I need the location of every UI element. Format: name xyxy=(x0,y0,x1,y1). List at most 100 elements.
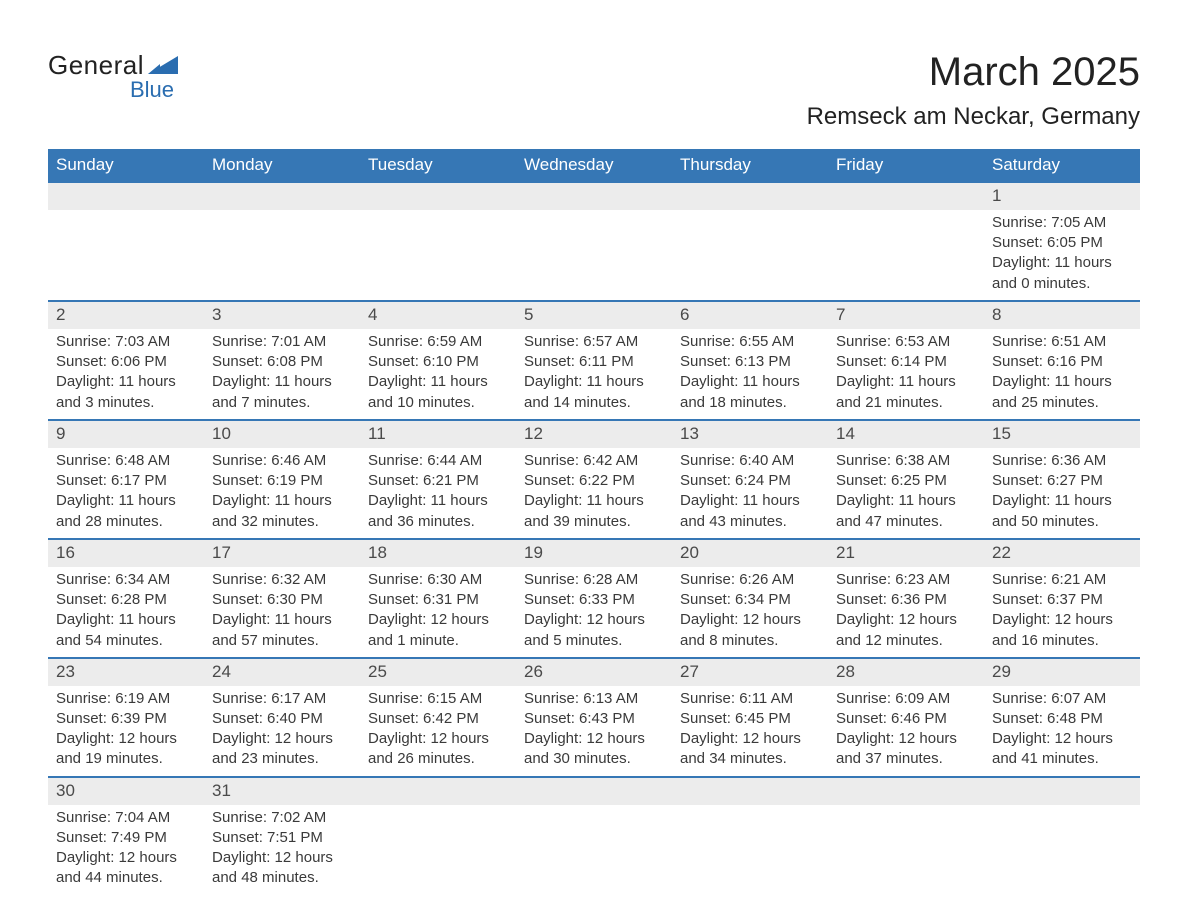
daylight-line: and 34 minutes. xyxy=(680,749,820,769)
daylight-line: Daylight: 12 hours xyxy=(56,729,196,749)
sunset-line: Sunset: 6:24 PM xyxy=(680,471,820,491)
day-details-cell: Sunrise: 6:19 AMSunset: 6:39 PMDaylight:… xyxy=(48,686,204,777)
sunrise-line: Sunrise: 6:36 AM xyxy=(992,451,1132,471)
sunset-line: Sunset: 6:45 PM xyxy=(680,709,820,729)
day-details-cell: Sunrise: 7:01 AMSunset: 6:08 PMDaylight:… xyxy=(204,329,360,420)
day-number-cell xyxy=(360,182,516,210)
daylight-line: and 0 minutes. xyxy=(992,274,1132,294)
day-number-cell: 17 xyxy=(204,539,360,567)
day-number: 14 xyxy=(828,421,984,448)
day-number-cell: 1 xyxy=(984,182,1140,210)
logo-text-blue: Blue xyxy=(130,77,174,103)
day-details-cell: Sunrise: 6:23 AMSunset: 6:36 PMDaylight:… xyxy=(828,567,984,658)
day-details-cell: Sunrise: 7:05 AMSunset: 6:05 PMDaylight:… xyxy=(984,210,1140,301)
weekday-header: Tuesday xyxy=(360,149,516,182)
daylight-line: Daylight: 11 hours xyxy=(836,491,976,511)
sunset-line: Sunset: 6:28 PM xyxy=(56,590,196,610)
day-details-cell: Sunrise: 7:02 AMSunset: 7:51 PMDaylight:… xyxy=(204,805,360,895)
day-number: 5 xyxy=(516,302,672,329)
day-number-cell: 29 xyxy=(984,658,1140,686)
daylight-line: and 36 minutes. xyxy=(368,512,508,532)
sunset-line: Sunset: 6:11 PM xyxy=(524,352,664,372)
day-details-cell xyxy=(828,210,984,301)
daynum-row: 16171819202122 xyxy=(48,539,1140,567)
sunrise-line: Sunrise: 6:48 AM xyxy=(56,451,196,471)
day-number: 29 xyxy=(984,659,1140,686)
daylight-line: Daylight: 12 hours xyxy=(368,729,508,749)
day-details-cell: Sunrise: 6:46 AMSunset: 6:19 PMDaylight:… xyxy=(204,448,360,539)
day-number: 18 xyxy=(360,540,516,567)
sunset-line: Sunset: 6:37 PM xyxy=(992,590,1132,610)
daylight-line: and 19 minutes. xyxy=(56,749,196,769)
day-number-cell: 10 xyxy=(204,420,360,448)
daylight-line: and 41 minutes. xyxy=(992,749,1132,769)
sunset-line: Sunset: 6:13 PM xyxy=(680,352,820,372)
day-number-cell: 24 xyxy=(204,658,360,686)
sunrise-line: Sunrise: 6:55 AM xyxy=(680,332,820,352)
day-number-cell: 31 xyxy=(204,777,360,805)
day-number-cell: 9 xyxy=(48,420,204,448)
day-number-cell: 21 xyxy=(828,539,984,567)
day-number-cell: 23 xyxy=(48,658,204,686)
day-number-cell: 4 xyxy=(360,301,516,329)
daylight-line: and 8 minutes. xyxy=(680,631,820,651)
month-title: March 2025 xyxy=(807,50,1140,95)
details-row: Sunrise: 7:04 AMSunset: 7:49 PMDaylight:… xyxy=(48,805,1140,895)
daylight-line: and 5 minutes. xyxy=(524,631,664,651)
sunrise-line: Sunrise: 6:26 AM xyxy=(680,570,820,590)
day-details-cell xyxy=(828,805,984,895)
sunset-line: Sunset: 6:30 PM xyxy=(212,590,352,610)
day-details-cell: Sunrise: 6:44 AMSunset: 6:21 PMDaylight:… xyxy=(360,448,516,539)
day-number: 9 xyxy=(48,421,204,448)
day-number-cell: 7 xyxy=(828,301,984,329)
sunset-line: Sunset: 7:51 PM xyxy=(212,828,352,848)
daylight-line: and 39 minutes. xyxy=(524,512,664,532)
day-number-cell: 30 xyxy=(48,777,204,805)
day-number: 10 xyxy=(204,421,360,448)
daylight-line: and 47 minutes. xyxy=(836,512,976,532)
day-number: 2 xyxy=(48,302,204,329)
day-number: 17 xyxy=(204,540,360,567)
daylight-line: and 30 minutes. xyxy=(524,749,664,769)
day-details-cell: Sunrise: 6:40 AMSunset: 6:24 PMDaylight:… xyxy=(672,448,828,539)
day-details-cell: Sunrise: 6:11 AMSunset: 6:45 PMDaylight:… xyxy=(672,686,828,777)
day-details-cell: Sunrise: 6:26 AMSunset: 6:34 PMDaylight:… xyxy=(672,567,828,658)
daylight-line: Daylight: 11 hours xyxy=(212,372,352,392)
day-number-cell xyxy=(204,182,360,210)
day-number-cell: 2 xyxy=(48,301,204,329)
sunrise-line: Sunrise: 7:04 AM xyxy=(56,808,196,828)
day-details-cell: Sunrise: 6:30 AMSunset: 6:31 PMDaylight:… xyxy=(360,567,516,658)
day-details-cell xyxy=(984,805,1140,895)
day-number-cell: 22 xyxy=(984,539,1140,567)
day-number: 12 xyxy=(516,421,672,448)
daylight-line: Daylight: 12 hours xyxy=(368,610,508,630)
daylight-line: Daylight: 11 hours xyxy=(992,372,1132,392)
day-details-cell: Sunrise: 6:17 AMSunset: 6:40 PMDaylight:… xyxy=(204,686,360,777)
day-number: 1 xyxy=(984,183,1140,210)
sunset-line: Sunset: 6:43 PM xyxy=(524,709,664,729)
day-number-cell xyxy=(828,182,984,210)
daylight-line: Daylight: 12 hours xyxy=(524,610,664,630)
daylight-line: and 7 minutes. xyxy=(212,393,352,413)
sunset-line: Sunset: 6:27 PM xyxy=(992,471,1132,491)
day-details-cell: Sunrise: 6:28 AMSunset: 6:33 PMDaylight:… xyxy=(516,567,672,658)
sunrise-line: Sunrise: 6:21 AM xyxy=(992,570,1132,590)
day-details-cell: Sunrise: 6:55 AMSunset: 6:13 PMDaylight:… xyxy=(672,329,828,420)
day-details-cell: Sunrise: 6:09 AMSunset: 6:46 PMDaylight:… xyxy=(828,686,984,777)
sunrise-line: Sunrise: 6:28 AM xyxy=(524,570,664,590)
sunrise-line: Sunrise: 6:53 AM xyxy=(836,332,976,352)
sunrise-line: Sunrise: 6:13 AM xyxy=(524,689,664,709)
day-details-cell: Sunrise: 6:13 AMSunset: 6:43 PMDaylight:… xyxy=(516,686,672,777)
sunset-line: Sunset: 6:10 PM xyxy=(368,352,508,372)
sunrise-line: Sunrise: 6:23 AM xyxy=(836,570,976,590)
sunset-line: Sunset: 6:34 PM xyxy=(680,590,820,610)
daylight-line: Daylight: 11 hours xyxy=(368,372,508,392)
weekday-header: Thursday xyxy=(672,149,828,182)
day-number-cell xyxy=(360,777,516,805)
daynum-row: 1 xyxy=(48,182,1140,210)
sunset-line: Sunset: 6:25 PM xyxy=(836,471,976,491)
day-number-cell: 20 xyxy=(672,539,828,567)
day-number-cell xyxy=(48,182,204,210)
sunrise-line: Sunrise: 6:46 AM xyxy=(212,451,352,471)
daylight-line: Daylight: 11 hours xyxy=(680,491,820,511)
